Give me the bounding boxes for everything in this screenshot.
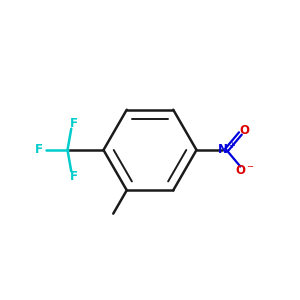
Text: F: F	[35, 142, 43, 156]
Text: O: O	[240, 124, 250, 137]
Text: F: F	[70, 169, 78, 183]
Text: O$^-$: O$^-$	[235, 164, 254, 177]
Text: N$^+$: N$^+$	[217, 142, 236, 158]
Text: F: F	[70, 117, 78, 130]
